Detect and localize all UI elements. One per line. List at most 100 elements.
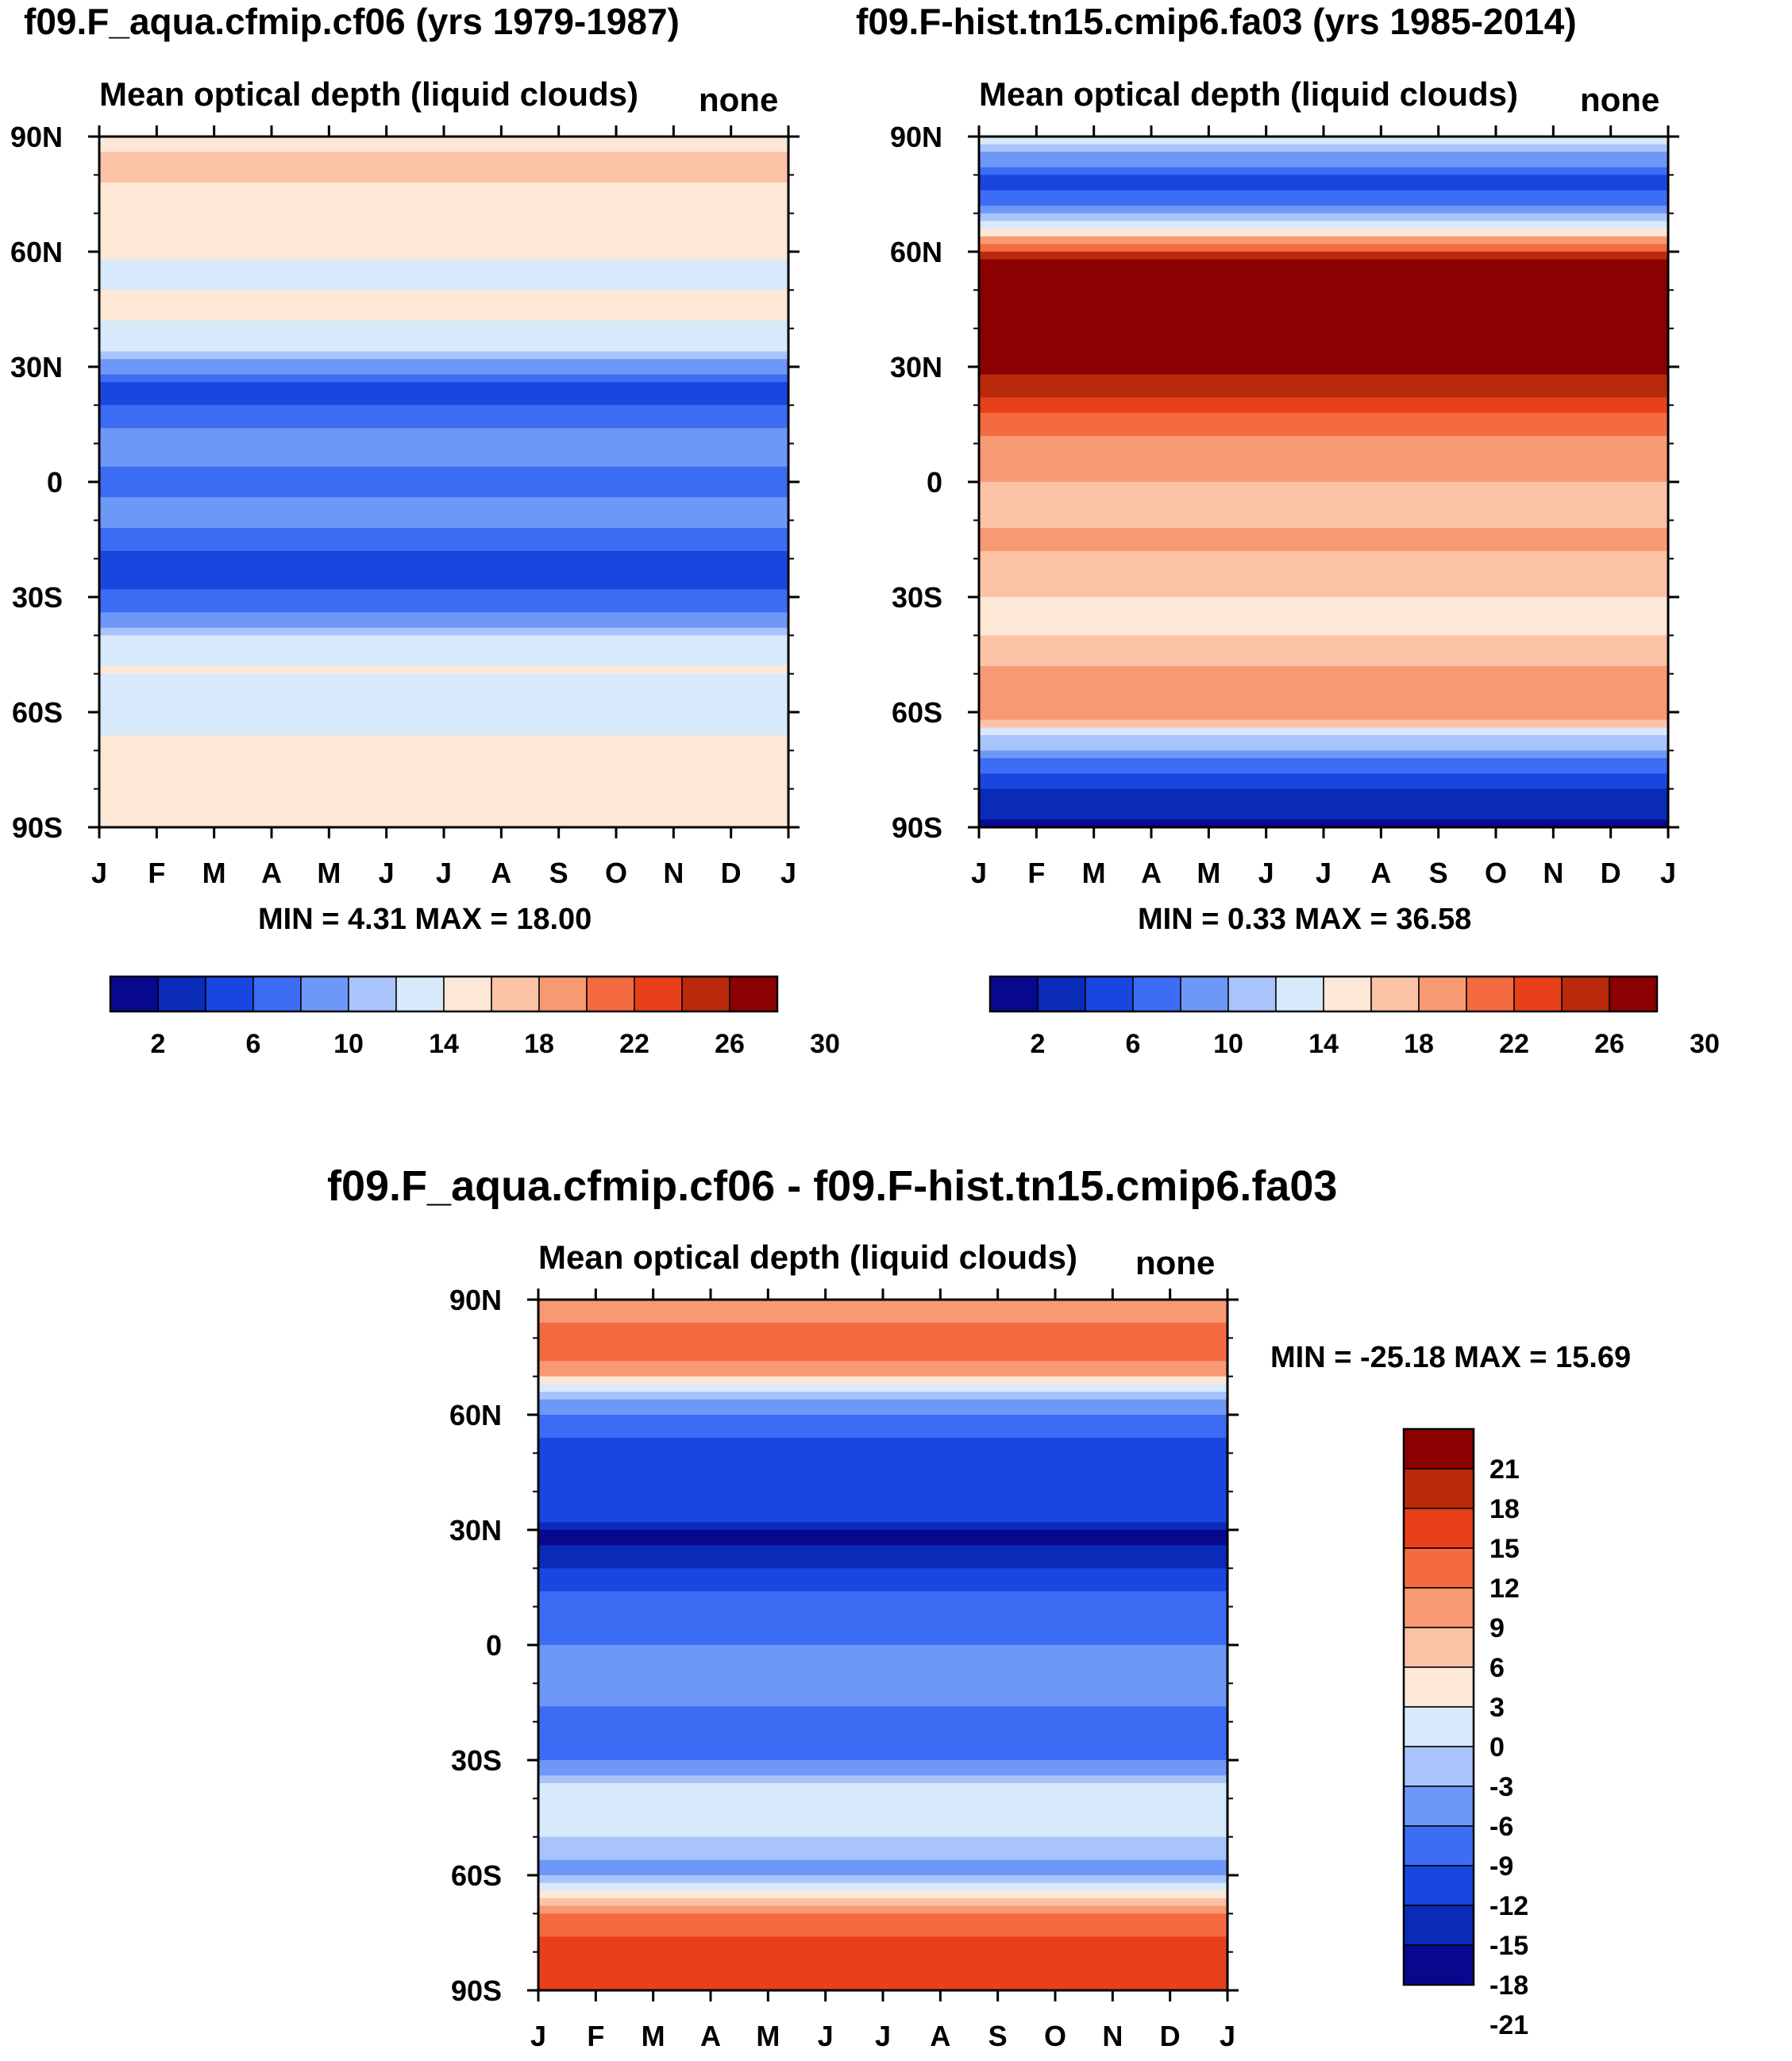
field-band — [979, 512, 1668, 521]
field-band — [979, 451, 1668, 460]
field-band — [979, 443, 1668, 452]
field-band — [538, 1982, 1227, 1991]
field-band — [979, 497, 1668, 506]
x-tick-label: O — [1044, 2020, 1066, 2052]
colorbar-label: 6 — [1126, 1029, 1141, 1059]
field-band — [99, 206, 788, 214]
field-band — [538, 1583, 1227, 1592]
field-band — [979, 643, 1668, 652]
field-band — [99, 374, 788, 383]
field-band — [99, 551, 788, 560]
field-band — [99, 558, 788, 567]
field-band — [538, 1591, 1227, 1600]
field-band — [538, 1415, 1227, 1423]
panel-2-title: f09.F-hist.tn15.cmip6.fa03 (yrs 1985-201… — [856, 1, 1577, 42]
colorbar-swatch — [348, 976, 397, 1012]
field-band — [99, 466, 788, 475]
field-band — [99, 367, 788, 376]
field-band — [99, 497, 788, 506]
x-tick-label: D — [1601, 857, 1621, 889]
field-band — [538, 1422, 1227, 1431]
y-tick-label: 60S — [12, 696, 63, 729]
colorbar-label: -3 — [1489, 1772, 1513, 1802]
field-band — [979, 543, 1668, 552]
field-band — [99, 788, 788, 797]
field-band — [979, 589, 1668, 598]
field-band — [979, 275, 1668, 283]
field-band — [979, 397, 1668, 406]
field-band — [538, 1691, 1227, 1700]
field-band — [99, 336, 788, 345]
y-tick-label: 90S — [12, 811, 63, 844]
field-band — [979, 244, 1668, 252]
colorbar-label: 14 — [429, 1029, 459, 1059]
field-band — [979, 650, 1668, 659]
field-band — [538, 1744, 1227, 1753]
x-tick-label: A — [491, 857, 511, 889]
field-band — [538, 1698, 1227, 1707]
field-band — [99, 566, 788, 575]
colorbar-swatch — [586, 976, 635, 1012]
panel-3-title: f09.F_aqua.cfmip.cf06 - f09.F-hist.tn15.… — [327, 1162, 1337, 1210]
colorbar-swatch — [989, 976, 1039, 1012]
field-band — [99, 811, 788, 820]
panel-3-axes: 90N 60N 30N 0 30S 60S 90S J F M A M J J A S O N D J — [449, 1284, 1239, 2052]
field-band — [979, 144, 1668, 152]
colorbar-label: -9 — [1489, 1851, 1513, 1882]
field-band — [538, 1806, 1227, 1815]
colorbar-swatch — [1132, 976, 1181, 1012]
colorbar-frame — [988, 975, 1659, 1013]
x-tick-label: F — [1027, 857, 1045, 889]
field-band — [99, 213, 788, 222]
field-band — [979, 359, 1668, 368]
colorbar-label: 18 — [1489, 1494, 1520, 1524]
field-band — [979, 712, 1668, 721]
field-band — [538, 1407, 1227, 1416]
field-band — [538, 1346, 1227, 1354]
field-band — [538, 1683, 1227, 1692]
field-band — [99, 144, 788, 152]
field-band — [99, 420, 788, 429]
field-band — [979, 183, 1668, 191]
colorbar-swatch — [491, 976, 540, 1012]
field-band — [99, 198, 788, 206]
field-band — [538, 1499, 1227, 1508]
field-band — [979, 466, 1668, 475]
x-tick-label: J — [818, 2020, 834, 2052]
panel-3-colorbar: 21 18 15 12 9 6 3 0 -3 -6 -9 -12 -15 -18 -21 — [1402, 1427, 1528, 2040]
field-band — [99, 382, 788, 391]
panel-1-field — [99, 137, 788, 828]
field-band — [538, 1913, 1227, 1922]
field-band — [538, 1376, 1227, 1385]
field-band — [979, 374, 1668, 383]
x-tick-label: J — [436, 857, 452, 889]
field-band — [99, 397, 788, 406]
field-band — [99, 735, 788, 744]
field-band — [979, 190, 1668, 198]
x-tick-label: S — [988, 2020, 1008, 2052]
field-band — [979, 489, 1668, 498]
x-tick-label: A — [261, 857, 282, 889]
field-band — [538, 1537, 1227, 1546]
colorbar-swatch — [1403, 1786, 1474, 1827]
field-band — [538, 1560, 1227, 1569]
colorbar-swatch — [300, 976, 349, 1012]
field-band — [99, 313, 788, 322]
field-band — [538, 1599, 1227, 1608]
field-band — [99, 451, 788, 460]
field-band — [979, 221, 1668, 229]
colorbar-swatch — [1037, 976, 1086, 1012]
field-band — [99, 221, 788, 229]
colorbar-label: 14 — [1308, 1029, 1339, 1059]
colorbar-swatch — [681, 976, 730, 1012]
field-band — [99, 520, 788, 529]
field-band — [99, 627, 788, 636]
colorbar-swatch — [395, 976, 445, 1012]
field-band — [538, 1438, 1227, 1447]
field-band — [99, 305, 788, 314]
colorbar-label: 0 — [1489, 1732, 1505, 1762]
field-band — [538, 1507, 1227, 1516]
colorbar-swatch — [1513, 976, 1563, 1012]
x-tick-label: J — [379, 857, 395, 889]
field-band — [538, 1545, 1227, 1554]
